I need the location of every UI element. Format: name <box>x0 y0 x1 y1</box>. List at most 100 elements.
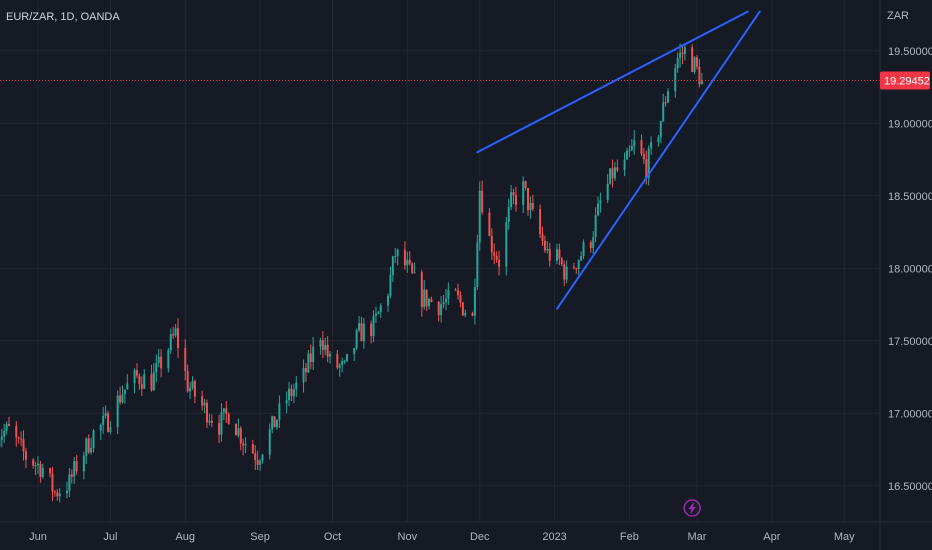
candle-body <box>184 348 187 372</box>
time-tick-label: Jul <box>103 531 117 543</box>
time-tick-label: Mar <box>688 531 707 543</box>
time-tick-label: Oct <box>324 531 341 543</box>
event-marker[interactable] <box>683 499 701 517</box>
candle-body <box>493 252 496 256</box>
candle-body <box>53 491 56 493</box>
candle-body <box>186 371 189 392</box>
candle-body <box>254 453 257 461</box>
candle-body <box>355 330 358 348</box>
candle-body <box>225 408 228 414</box>
candle-body <box>15 425 18 438</box>
candle-body <box>403 249 406 266</box>
candle-body <box>295 382 298 390</box>
candle-body <box>527 188 530 211</box>
candle-body <box>222 408 225 413</box>
price-tick-label: 19.50000 <box>888 46 932 58</box>
time-tick-label: Feb <box>620 531 639 543</box>
candle-body <box>102 415 105 425</box>
candle-body <box>244 444 247 446</box>
trendline-upper[interactable] <box>476 10 749 154</box>
candle-body <box>358 323 361 331</box>
candle-body <box>288 388 291 401</box>
candle-body <box>82 455 85 472</box>
candle-body <box>210 420 213 423</box>
candle-body <box>90 447 93 453</box>
candle-body <box>372 315 375 337</box>
candle-body <box>558 249 561 259</box>
candle-body <box>411 263 414 273</box>
candle-body <box>324 344 327 350</box>
candle-body <box>319 340 322 347</box>
candle-body <box>594 215 597 238</box>
candle-body <box>51 473 54 492</box>
candle-body <box>242 443 245 446</box>
candle-body <box>447 289 450 299</box>
candle-body <box>473 287 476 316</box>
candle-body <box>261 454 264 461</box>
candle-body <box>628 150 631 152</box>
price-axis[interactable]: 16.50000 17.00000 17.50000 18.00000 18.50000… <box>888 46 932 493</box>
price-tick-label: 18.00000 <box>888 263 932 275</box>
candle-body <box>464 313 467 316</box>
candle-body <box>396 249 399 256</box>
time-axis[interactable]: Jun Jul Aug Sep Oct Nov Dec 2023 Feb Mar Apr May <box>29 531 855 543</box>
candle-body <box>87 438 90 453</box>
trendline-lower[interactable] <box>555 10 761 310</box>
candle-body <box>191 381 194 388</box>
candle-body <box>5 423 8 431</box>
candle-body <box>676 57 679 69</box>
candle-body <box>522 181 525 206</box>
candle-body <box>442 302 445 305</box>
candle-body <box>167 350 170 369</box>
candle-body <box>268 429 271 455</box>
candle-body <box>85 438 88 456</box>
candle-body <box>514 195 517 206</box>
candle-body <box>193 381 196 397</box>
event-marker-circle[interactable] <box>683 499 701 517</box>
candle-body <box>575 268 578 270</box>
candle-body <box>592 237 595 249</box>
candle-body <box>623 159 626 171</box>
candle-body <box>498 259 501 267</box>
candle-body <box>640 140 643 154</box>
candle-body <box>34 465 37 467</box>
candle-body <box>150 374 153 391</box>
candle-body <box>674 68 677 92</box>
candle-body <box>273 416 276 428</box>
candle-body <box>560 258 563 265</box>
trendlines[interactable] <box>476 10 761 310</box>
candle-body <box>546 249 549 251</box>
candle-body <box>20 438 23 440</box>
candle-body <box>3 430 6 437</box>
candle-body <box>683 47 686 55</box>
current-price-label: 19.29452 <box>884 76 930 88</box>
candle-body <box>329 353 332 357</box>
candle-body <box>362 323 365 342</box>
candle-body <box>360 323 363 342</box>
candle-body <box>152 372 155 391</box>
candle-body <box>693 57 696 73</box>
price-tick-label: 18.50000 <box>888 191 932 203</box>
candle-body <box>160 356 163 369</box>
candle-body <box>531 203 534 210</box>
candle-body <box>428 298 431 307</box>
candle-body <box>239 428 242 444</box>
candle-body <box>488 212 491 236</box>
lightning-icon <box>688 502 696 514</box>
candle-body <box>321 340 324 350</box>
candle-body <box>691 47 694 73</box>
time-tick-label: Apr <box>763 531 780 543</box>
candle-body <box>394 255 397 257</box>
candle-body <box>341 361 344 366</box>
candle-body <box>49 468 52 474</box>
candle-body <box>285 400 288 404</box>
candle-body <box>135 370 138 376</box>
candle-body <box>565 266 568 280</box>
candle-body <box>271 416 274 430</box>
candle-body <box>343 360 346 362</box>
candle-body <box>662 102 665 122</box>
candle-body <box>625 150 628 160</box>
currency-label: ZAR <box>887 10 909 22</box>
